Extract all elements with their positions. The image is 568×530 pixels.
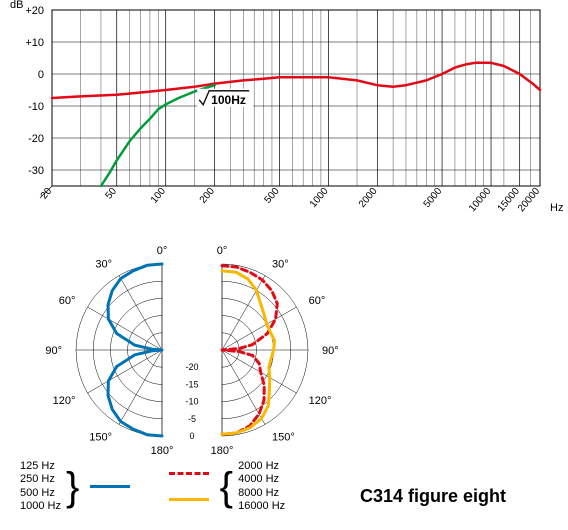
svg-text:-5: -5 (188, 414, 196, 424)
svg-text:1000: 1000 (308, 186, 331, 210)
svg-text:20: 20 (39, 186, 55, 202)
svg-text:90°: 90° (45, 345, 62, 357)
svg-text:500: 500 (263, 186, 282, 206)
svg-text:30°: 30° (95, 258, 112, 270)
svg-text:-30: -30 (28, 165, 44, 177)
svg-text:150°: 150° (89, 432, 112, 444)
legend-right-labels: 2000 Hz 4000 Hz 8000 Hz 16000 Hz (238, 460, 285, 514)
svg-text:0°: 0° (217, 245, 228, 257)
svg-text:200: 200 (198, 186, 217, 206)
legend-label: 125 Hz (20, 460, 55, 473)
legend-left-labels: 125 Hz 250 Hz 500 Hz 1000 Hz (20, 460, 61, 514)
svg-text:20000: 20000 (516, 186, 543, 215)
figure-title: C314 figure eight (360, 486, 506, 507)
svg-text:60°: 60° (59, 295, 76, 307)
svg-text:-15: -15 (185, 379, 198, 389)
svg-text:5000: 5000 (422, 186, 445, 210)
legend-label: 500 Hz (20, 487, 55, 500)
svg-text:120°: 120° (309, 395, 332, 407)
polar-pattern-chart: 180° 150° 120° 90° 60° 30° 0° 180° 150° 120° 90° 60… (0, 240, 360, 470)
svg-text:2000: 2000 (357, 186, 380, 210)
svg-text:90°: 90° (322, 345, 339, 357)
svg-text:-10: -10 (28, 101, 44, 113)
svg-text:Hz: Hz (550, 202, 563, 214)
legend-label: 8000 Hz (238, 487, 279, 500)
legend-label: 16000 Hz (238, 500, 285, 513)
svg-text:100Hz: 100Hz (211, 93, 246, 107)
legend-swatch-blue (90, 485, 130, 488)
svg-text:180°: 180° (151, 445, 174, 457)
svg-text:-20: -20 (28, 133, 44, 145)
legend-label: 1000 Hz (20, 500, 61, 513)
svg-text:0: 0 (189, 431, 194, 441)
svg-text:120°: 120° (53, 395, 76, 407)
legend-label: 4000 Hz (238, 473, 279, 486)
svg-text:10000: 10000 (467, 186, 494, 215)
svg-text:100: 100 (149, 186, 168, 206)
svg-text:30°: 30° (272, 258, 289, 270)
svg-text:50: 50 (103, 186, 119, 202)
frequency-response-chart: +20 +10 0 -10 -20 -30 dB 20 50 100 200 500 1000 2000 5… (0, 0, 568, 230)
legend: 125 Hz 250 Hz 500 Hz 1000 Hz } { 2000 Hz… (20, 460, 285, 514)
svg-text:-20: -20 (185, 362, 198, 372)
legend-label: 250 Hz (20, 473, 55, 486)
svg-text:-10: -10 (185, 397, 198, 407)
svg-text:0°: 0° (157, 245, 168, 257)
svg-text:+10: +10 (25, 37, 44, 49)
svg-text:+20: +20 (25, 5, 44, 17)
svg-text:150°: 150° (272, 432, 295, 444)
svg-text:180°: 180° (211, 445, 234, 457)
legend-swatch-red-dashed (169, 472, 209, 475)
legend-label: 2000 Hz (238, 460, 279, 473)
svg-text:dB: dB (10, 0, 23, 11)
svg-text:60°: 60° (309, 295, 326, 307)
legend-swatch-yellow (169, 498, 209, 501)
svg-text:0: 0 (38, 69, 44, 81)
